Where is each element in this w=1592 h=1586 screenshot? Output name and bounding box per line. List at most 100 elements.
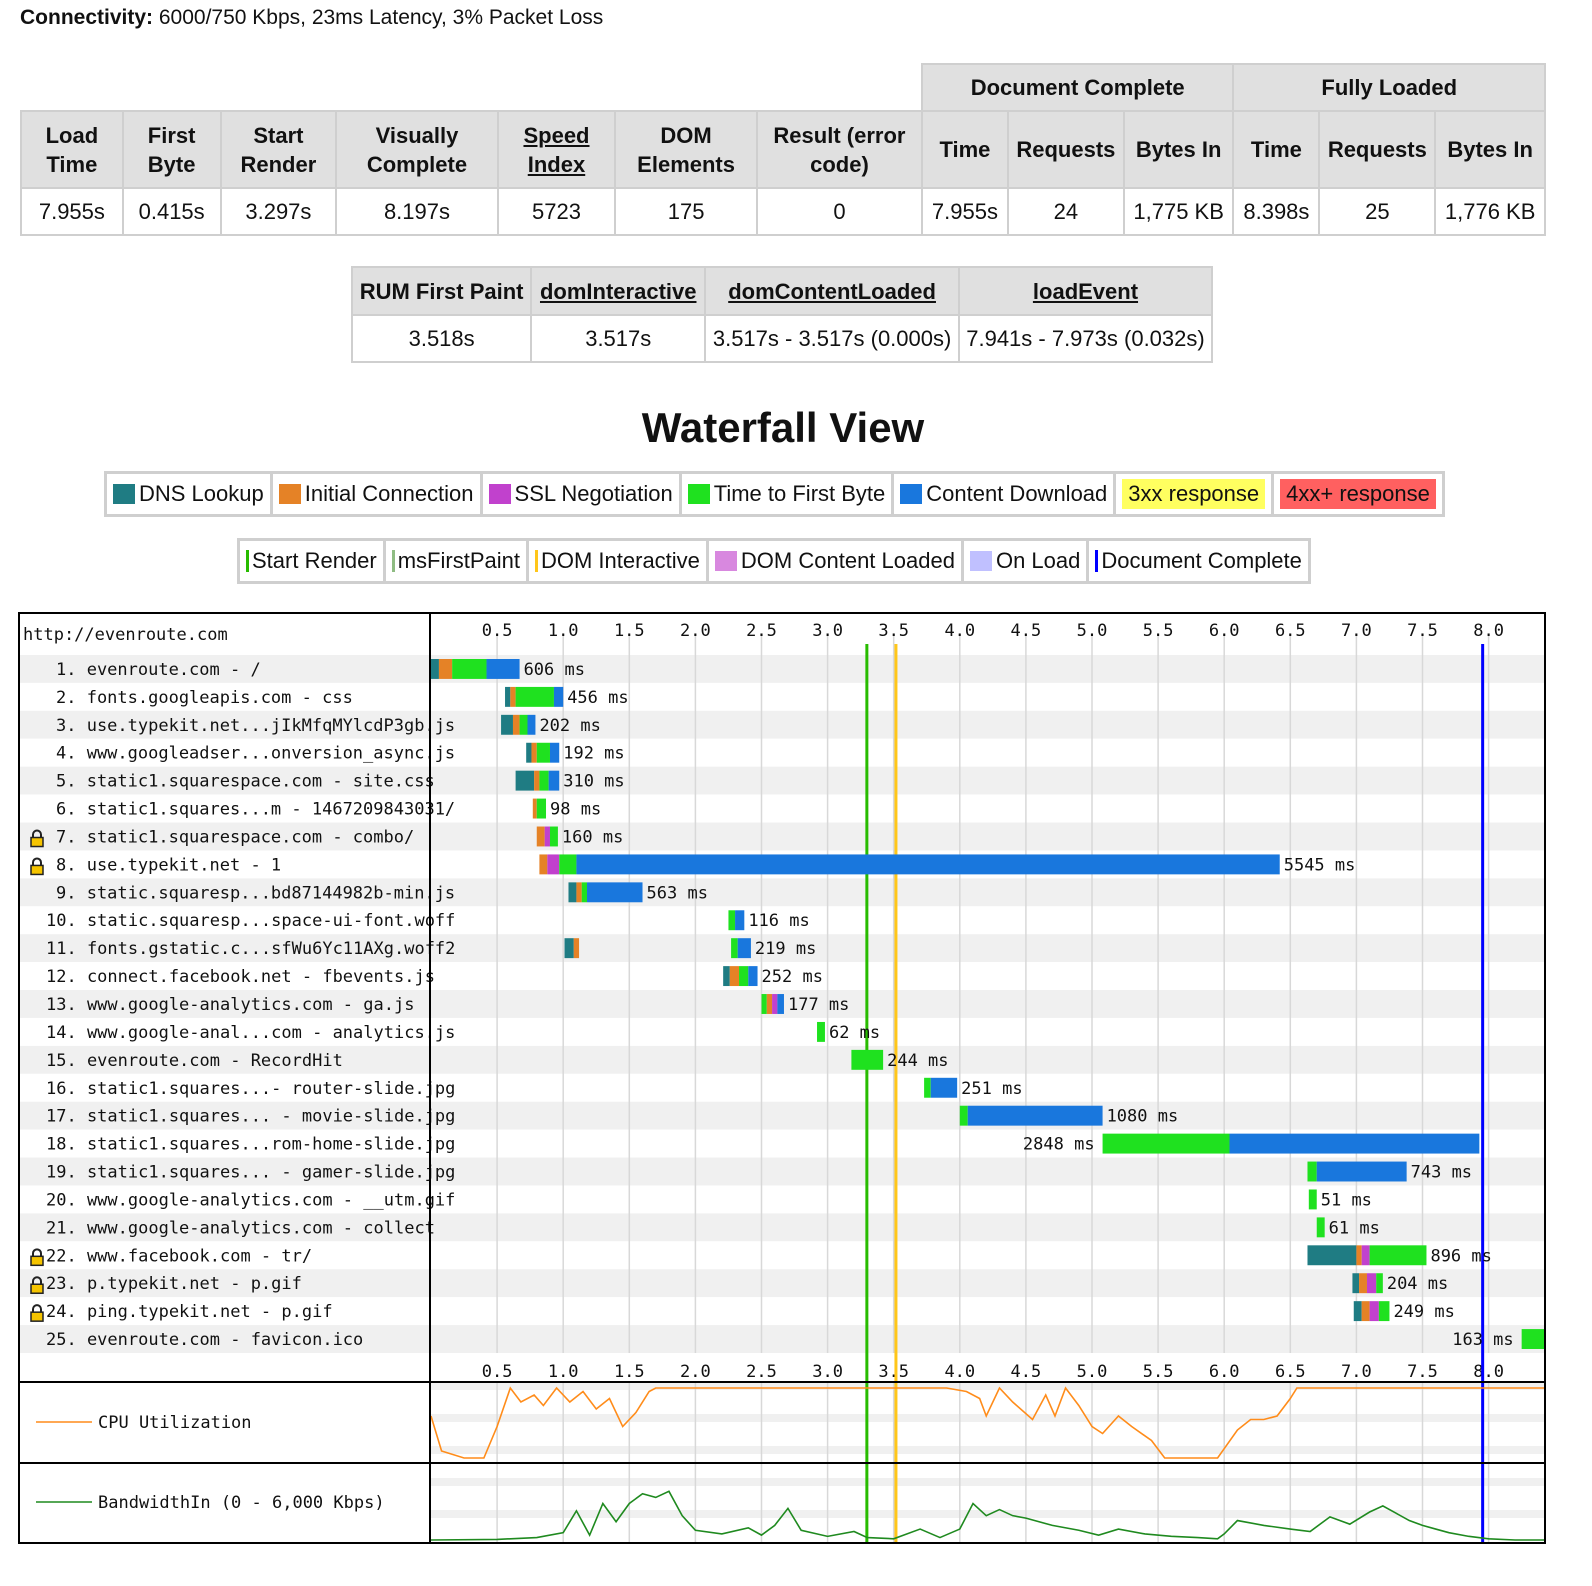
request-bar-ttfb[interactable] [1376,1273,1383,1294]
request-bar-ssl[interactable] [1361,1245,1370,1266]
request-bar-dl[interactable] [486,659,520,679]
request-bar-dns[interactable] [1353,1301,1362,1322]
request-bar-ttfb[interactable] [924,1077,931,1098]
dom-content-loaded-link[interactable]: domContentLoaded [728,278,936,304]
request-bar-dns[interactable] [505,686,511,707]
request-bar-conn[interactable] [573,938,580,959]
request-bar-ttfb[interactable] [1369,1245,1427,1266]
request-bar-ttfb[interactable] [515,686,554,707]
request-bar-dns[interactable] [431,659,439,679]
value-dom-content-loaded: 3.517s - 3.517s (0.000s) [704,314,960,363]
request-bar-ttfb[interactable] [549,826,558,847]
request-bar-ttfb[interactable] [761,994,767,1014]
request-label: 10. static.squaresp...space-ui-font.woff [46,911,455,931]
dom-interactive-link[interactable]: domInteractive [539,278,697,304]
request-bar-dns[interactable] [515,770,535,791]
request-duration: 743 ms [1411,1163,1472,1183]
request-bar-ttfb[interactable] [536,742,550,763]
request-bar-conn[interactable] [729,966,740,987]
request-duration: 251 ms [961,1079,1022,1099]
marker-ms-first-paint [391,550,395,572]
request-bar-ssl[interactable] [547,854,560,875]
request-duration: 116 ms [748,911,809,931]
tick-label: 7.0 [1341,621,1372,641]
header-visually-complete: Visually Complete [335,110,499,189]
speed-index-link[interactable]: Speed Index [523,122,590,177]
request-bar-ttfb[interactable] [1307,1161,1317,1182]
request-bar-dl[interactable] [527,714,536,735]
request-bar-dl[interactable] [735,910,745,931]
request-bar-conn[interactable] [1356,1245,1362,1266]
request-bar-ttfb[interactable] [1521,1329,1546,1349]
request-bar-ttfb[interactable] [581,882,587,903]
request-bar-ttfb[interactable] [452,659,487,679]
request-bar-ttfb[interactable] [1378,1301,1390,1322]
request-bar-ttfb[interactable] [559,854,577,875]
request-bar-ttfb[interactable] [959,1105,968,1126]
request-bar-dl[interactable] [930,1077,958,1098]
request-bar-ssl[interactable] [1366,1273,1377,1294]
request-label: 25. evenroute.com - favicon.ico [46,1330,363,1350]
request-duration: 456 ms [567,688,628,708]
request-bar-conn[interactable] [531,742,537,763]
request-bar-dl[interactable] [737,938,751,959]
request-bar-dl[interactable] [576,854,1280,875]
request-bar-conn[interactable] [532,798,537,819]
request-bar-dl[interactable] [549,742,560,763]
request-bar-dns[interactable] [723,966,730,987]
request-bar-ttfb[interactable] [817,1021,825,1042]
request-bar-ssl[interactable] [544,826,550,847]
request-label: 4. www.googleadser...onversion_async.js [56,744,455,764]
request-bar-ssl[interactable] [772,994,778,1014]
request-bar-dns[interactable] [1307,1245,1357,1266]
request-bar-ttfb[interactable] [851,1049,884,1070]
request-bar-dl[interactable] [1229,1133,1480,1154]
header-full-requests: Requests [1318,110,1437,189]
request-bar-conn[interactable] [536,826,545,847]
request-bar-ttfb[interactable] [519,714,528,735]
header-dom-content-loaded[interactable]: domContentLoaded [704,266,960,316]
request-bar-dl[interactable] [553,686,564,707]
request-bar-dl[interactable] [967,1105,1103,1126]
request-bar-dns[interactable] [526,742,532,763]
request-label: 9. static.squaresp...bd87144982b-min.js [56,883,455,903]
header-dom-interactive[interactable]: domInteractive [530,266,707,316]
request-bar-conn[interactable] [1361,1301,1370,1322]
request-bar-ttfb[interactable] [536,798,547,819]
request-bar-ttfb[interactable] [1316,1217,1325,1238]
request-bar-dl[interactable] [748,966,758,987]
request-bar-conn[interactable] [1359,1273,1367,1294]
request-bar-dns[interactable] [568,882,577,903]
request-bar-conn[interactable] [510,686,516,707]
request-bar-dl[interactable] [586,882,643,903]
request-bar-dl[interactable] [777,994,784,1014]
request-bar-conn[interactable] [576,882,582,903]
request-bar-conn[interactable] [766,994,773,1014]
request-bar-dns[interactable] [501,714,513,735]
rum-table: RUM First Paint domInteractive domConten… [350,266,1214,363]
request-bar-ttfb[interactable] [731,938,738,959]
request-bar-ttfb[interactable] [728,910,736,931]
header-speed-index[interactable]: Speed Index [496,110,617,189]
request-bar-ttfb[interactable] [1308,1189,1317,1210]
request-label: 13. www.google-analytics.com - ga.js [46,995,414,1015]
request-bar-ttfb[interactable] [739,966,749,987]
request-bar-ssl[interactable] [1369,1301,1379,1322]
tick-label: 4.5 [1011,1362,1042,1382]
load-event-link[interactable]: loadEvent [1032,278,1139,304]
request-bar-conn[interactable] [512,714,520,735]
request-bar-dns[interactable] [564,938,574,959]
request-bar-conn[interactable] [438,659,453,679]
request-bar-ttfb[interactable] [539,770,549,791]
request-bar-conn[interactable] [539,854,548,875]
request-bar-dl[interactable] [1316,1161,1407,1182]
request-bar-conn[interactable] [534,770,540,791]
request-bar-ttfb[interactable] [1102,1133,1230,1154]
header-rum-first-paint: RUM First Paint [350,266,533,316]
tick-label: 4.0 [944,1362,975,1382]
header-start-render: Start Render [219,110,338,189]
legend-on-load: On Load [963,541,1087,581]
request-bar-dl[interactable] [548,770,560,791]
header-load-event[interactable]: loadEvent [957,266,1214,316]
request-bar-dns[interactable] [1352,1273,1360,1294]
